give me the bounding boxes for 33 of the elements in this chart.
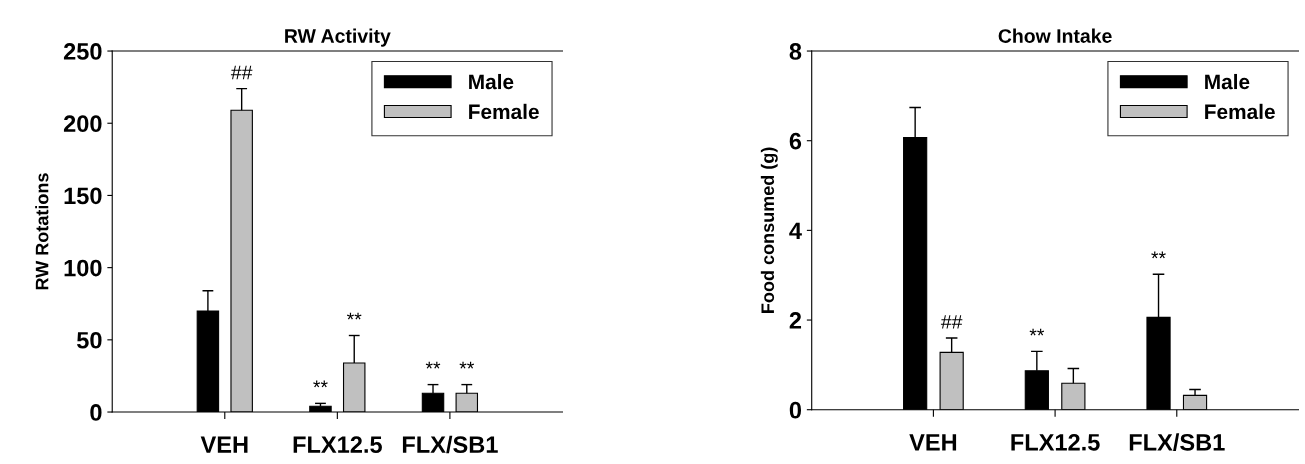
y-tick-label: 4 <box>789 222 802 239</box>
y-tick-label: 0 <box>789 401 802 419</box>
data-label: ** <box>425 361 441 369</box>
data-label: ** <box>459 361 475 369</box>
y-axis-title: Food consumed (g) <box>760 147 778 313</box>
y-tick-label: 2 <box>789 312 802 329</box>
data-label: ** <box>346 312 362 320</box>
data-label: ## <box>940 315 963 329</box>
legend-label: Male <box>1205 73 1250 90</box>
x-tick-label: FLX12.5 <box>293 436 382 453</box>
data-label: ** <box>313 380 328 388</box>
data-label: ** <box>1151 251 1166 259</box>
chart-title: Chow Intake <box>998 28 1112 43</box>
legend-label: Male <box>469 73 514 90</box>
x-tick-label: VEH <box>909 434 957 451</box>
y-tick-label: 50 <box>76 331 102 349</box>
legend-label: Female <box>1205 103 1275 120</box>
y-tick-label: 250 <box>63 43 102 60</box>
y-tick-label: 6 <box>789 132 802 150</box>
y-tick-label: 8 <box>789 43 802 60</box>
x-tick-label: FLX12.5 <box>1011 433 1100 451</box>
x-tick-label: FLX/SB1 <box>402 435 498 454</box>
y-tick-label: 200 <box>63 115 102 133</box>
chart-title: RW Activity <box>285 28 391 47</box>
y-axis-title: RW Rotations <box>35 173 49 290</box>
y-tick-label: 0 <box>90 404 102 421</box>
data-label: ** <box>1029 328 1045 336</box>
x-tick-label: VEH <box>200 436 248 453</box>
y-tick-label: 100 <box>64 259 102 277</box>
y-tick-label: 150 <box>64 187 102 205</box>
legend-label: Female <box>469 103 539 120</box>
data-label: ## <box>230 65 253 80</box>
x-tick-label: FLX/SB1 <box>1129 433 1225 451</box>
